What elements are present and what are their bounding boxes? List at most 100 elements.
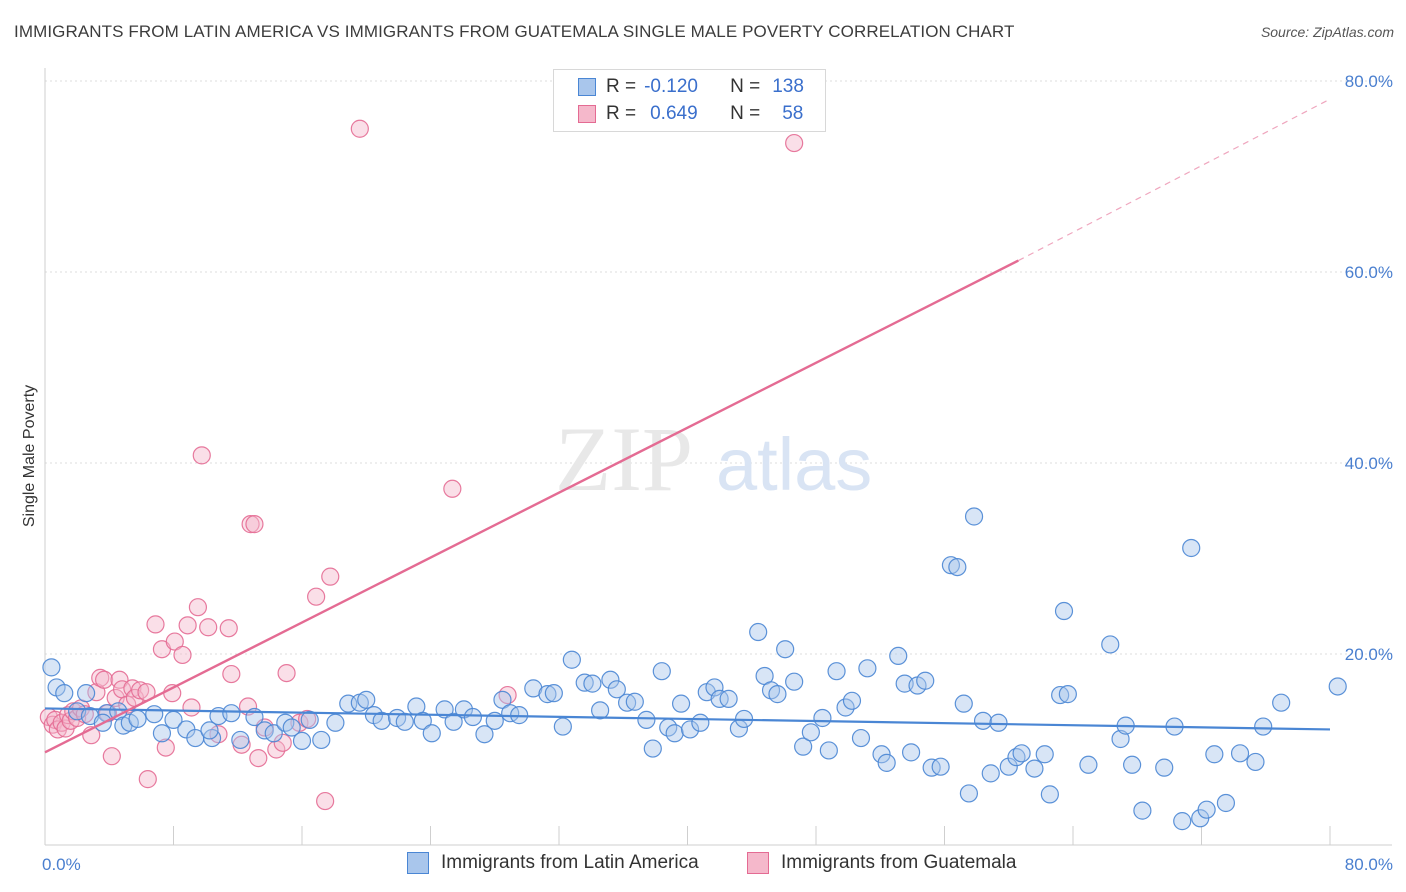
latin-america-point — [1246, 752, 1265, 772]
latin-america-point — [872, 745, 891, 764]
latin-america-point — [813, 708, 832, 728]
latin-america-point — [851, 728, 871, 748]
guatemala-points — [39, 119, 804, 811]
latin-america-point — [145, 705, 164, 724]
latin-america-point — [1155, 758, 1174, 777]
latin-america-point — [312, 730, 331, 750]
legend-r-label: R = — [606, 103, 637, 124]
latin-america-point — [292, 731, 312, 751]
guatemala-point — [182, 698, 201, 717]
legend-r-value: 0.649 — [650, 103, 698, 124]
latin-america-point — [680, 720, 700, 739]
latin-america-point — [413, 711, 432, 730]
legend-r-label: R = — [606, 76, 637, 97]
legend-n-label: N = — [730, 76, 761, 97]
guatemala-point — [178, 616, 197, 635]
latin-america-point — [1035, 745, 1054, 764]
latin-america-point — [222, 704, 241, 723]
latin-america-point — [691, 713, 710, 732]
latin-america-point — [42, 658, 61, 677]
latin-america-point — [372, 711, 391, 730]
guatemala-point — [249, 748, 268, 768]
y-axis-label: Single Male Poverty — [21, 385, 38, 527]
source-credit: Source: ZipAtlas.com — [1260, 24, 1394, 40]
legend-r-value: -0.120 — [644, 76, 698, 97]
latin-america-point — [801, 723, 820, 742]
latin-america-point — [1133, 801, 1152, 820]
latin-america-point — [999, 757, 1018, 776]
latin-america-point — [1173, 812, 1192, 831]
axes — [44, 68, 1392, 846]
guatemala-trend-extension — [1018, 98, 1331, 262]
latin-america-point — [128, 709, 147, 729]
latin-america-point — [357, 690, 376, 709]
latin-america-point — [973, 711, 993, 730]
latin-america-point — [954, 694, 973, 713]
latin-america-point — [719, 689, 738, 708]
guatemala-point — [146, 615, 165, 634]
latin-america-point — [989, 713, 1008, 732]
guatemala-point — [443, 479, 462, 498]
latin-america-point — [475, 725, 494, 744]
latin-america-point — [1216, 793, 1236, 813]
guatemala-trend-line — [44, 259, 1019, 754]
latin-america-point — [625, 692, 644, 711]
trend-lines — [44, 98, 1331, 754]
latin-america-point — [877, 753, 896, 772]
latin-america-point — [1111, 729, 1130, 749]
guatemala-point — [173, 645, 192, 665]
guatemala-point — [785, 133, 804, 153]
latin-america-point — [1205, 745, 1224, 764]
latin-america-point — [665, 724, 684, 743]
y-tick-label: 80.0% — [1345, 72, 1393, 91]
bottom-legend-latin-america: Immigrants from Latin America — [407, 852, 699, 874]
latin-america-point — [591, 701, 610, 720]
latin-america-point — [749, 622, 768, 642]
grid-lines — [45, 80, 1392, 655]
latin-america-point — [1230, 744, 1250, 763]
guatemala-point — [138, 770, 157, 789]
legend-swatch-pink — [578, 105, 596, 123]
guatemala-point — [130, 681, 150, 700]
latin-america-point — [544, 684, 563, 703]
guatemala-point — [156, 738, 175, 757]
guatemala-point — [245, 515, 264, 534]
latin-america-point — [77, 684, 96, 703]
latin-america-point — [1197, 800, 1216, 819]
guatemala-point — [350, 119, 369, 138]
latin-america-point — [1025, 759, 1044, 778]
latin-america-point — [948, 557, 967, 577]
bottom-legend-swatch-pink — [747, 852, 769, 874]
latin-america-point — [671, 694, 691, 713]
latin-america-point — [1054, 601, 1074, 621]
y-tick-label: 40.0% — [1345, 454, 1393, 473]
latin-america-point — [827, 662, 846, 681]
guatemala-point — [321, 567, 340, 586]
latin-america-point — [607, 680, 626, 699]
latin-america-point — [819, 741, 838, 760]
bottom-legend-guatemala: Immigrants from Guatemala — [747, 852, 1016, 874]
latin-america-point — [493, 690, 512, 709]
latin-america-point — [575, 673, 594, 692]
latin-america-point — [618, 693, 637, 712]
bottom-legend-label: Immigrants from Latin America — [441, 852, 699, 873]
latin-america-point — [264, 724, 283, 743]
latin-america-point — [444, 712, 463, 731]
latin-america-point — [1012, 744, 1031, 763]
legend-n-value: 138 — [772, 76, 804, 97]
latin-america-point — [858, 659, 877, 678]
correlation-legend: R = -0.120 N = 138 R = 0.649 N = 58 — [553, 69, 826, 132]
guatemala-point — [222, 664, 241, 684]
latin-america-point — [931, 757, 950, 776]
latin-america-point — [326, 713, 345, 732]
latin-america-point — [553, 717, 572, 736]
latin-america-point — [785, 672, 804, 691]
latin-america-point — [200, 721, 219, 740]
latin-america-point — [705, 678, 724, 697]
guatemala-point — [307, 587, 326, 606]
latin-america-point — [1272, 693, 1291, 712]
latin-america-point — [889, 646, 908, 666]
latin-america-point — [964, 507, 984, 526]
guatemala-point — [165, 632, 184, 651]
